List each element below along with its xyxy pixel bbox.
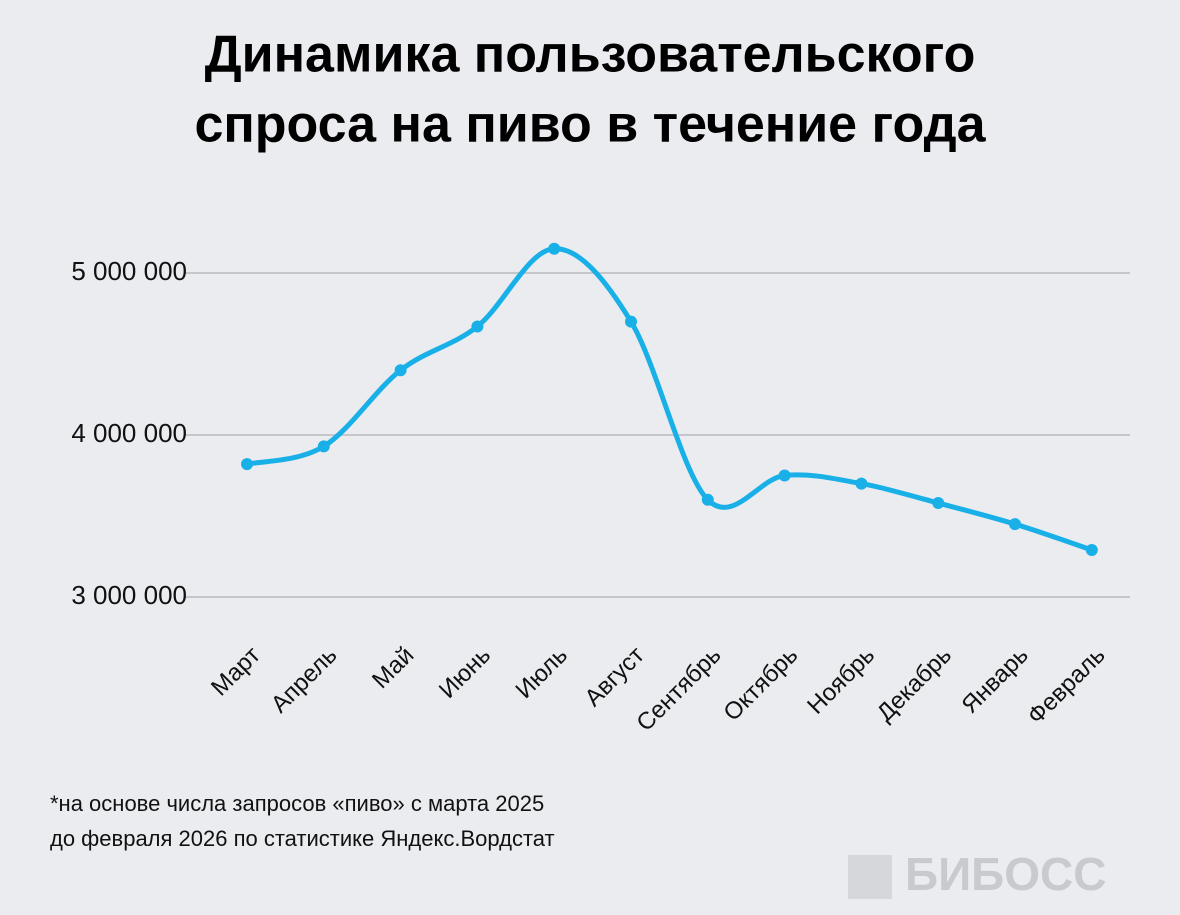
x-tick-label: Ноябрь xyxy=(802,642,880,720)
point xyxy=(317,440,330,453)
x-tick-label: Февраль xyxy=(1022,642,1110,730)
x-tick-label: Март xyxy=(206,642,266,702)
x-tick-label: Октябрь xyxy=(718,642,803,727)
point xyxy=(241,458,253,471)
point xyxy=(1009,518,1021,531)
x-tick-label: Апрель xyxy=(266,642,343,719)
x-tick-label: Июль xyxy=(511,642,573,704)
x-tick-label: Июнь xyxy=(434,642,496,704)
x-tick-label: Май xyxy=(367,642,419,694)
logo-icon xyxy=(848,855,892,899)
point xyxy=(471,320,484,333)
point xyxy=(394,364,407,377)
point xyxy=(855,477,868,490)
point xyxy=(1085,544,1098,557)
x-tick-label: Декабрь xyxy=(872,642,957,727)
logo-text: БИБОСС xyxy=(905,848,1106,900)
x-tick-label: Январь xyxy=(956,642,1033,719)
chart-title: Динамика пользовательского xyxy=(205,26,976,84)
y-tick-label: 5 000 000 xyxy=(71,256,187,286)
y-tick-label: 4 000 000 xyxy=(71,418,187,448)
footnote: до февраля 2026 по статистике Яндекс.Вор… xyxy=(50,826,555,851)
y-tick-label: 3 000 000 xyxy=(71,580,187,610)
point xyxy=(778,469,791,482)
point xyxy=(625,315,637,328)
x-tick-label: Сентябрь xyxy=(631,642,726,737)
point xyxy=(932,497,945,510)
chart-title: спроса на пиво в течение года xyxy=(194,96,986,154)
footnote: *на основе числа запросов «пиво» с марта… xyxy=(50,791,544,816)
point xyxy=(548,242,561,255)
line xyxy=(244,246,1095,553)
point xyxy=(701,493,714,506)
x-tick-label: Август xyxy=(580,642,650,712)
